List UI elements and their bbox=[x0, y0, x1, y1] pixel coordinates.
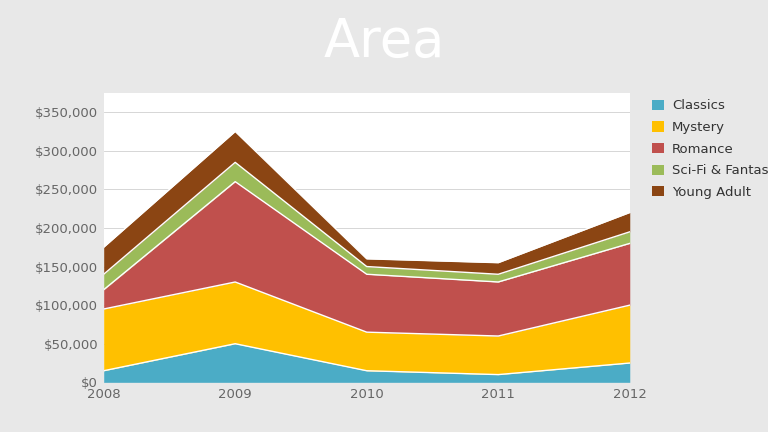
Text: Area: Area bbox=[323, 16, 445, 68]
Legend: Classics, Mystery, Romance, Sci-Fi & Fantasy, Young Adult: Classics, Mystery, Romance, Sci-Fi & Fan… bbox=[652, 99, 768, 199]
